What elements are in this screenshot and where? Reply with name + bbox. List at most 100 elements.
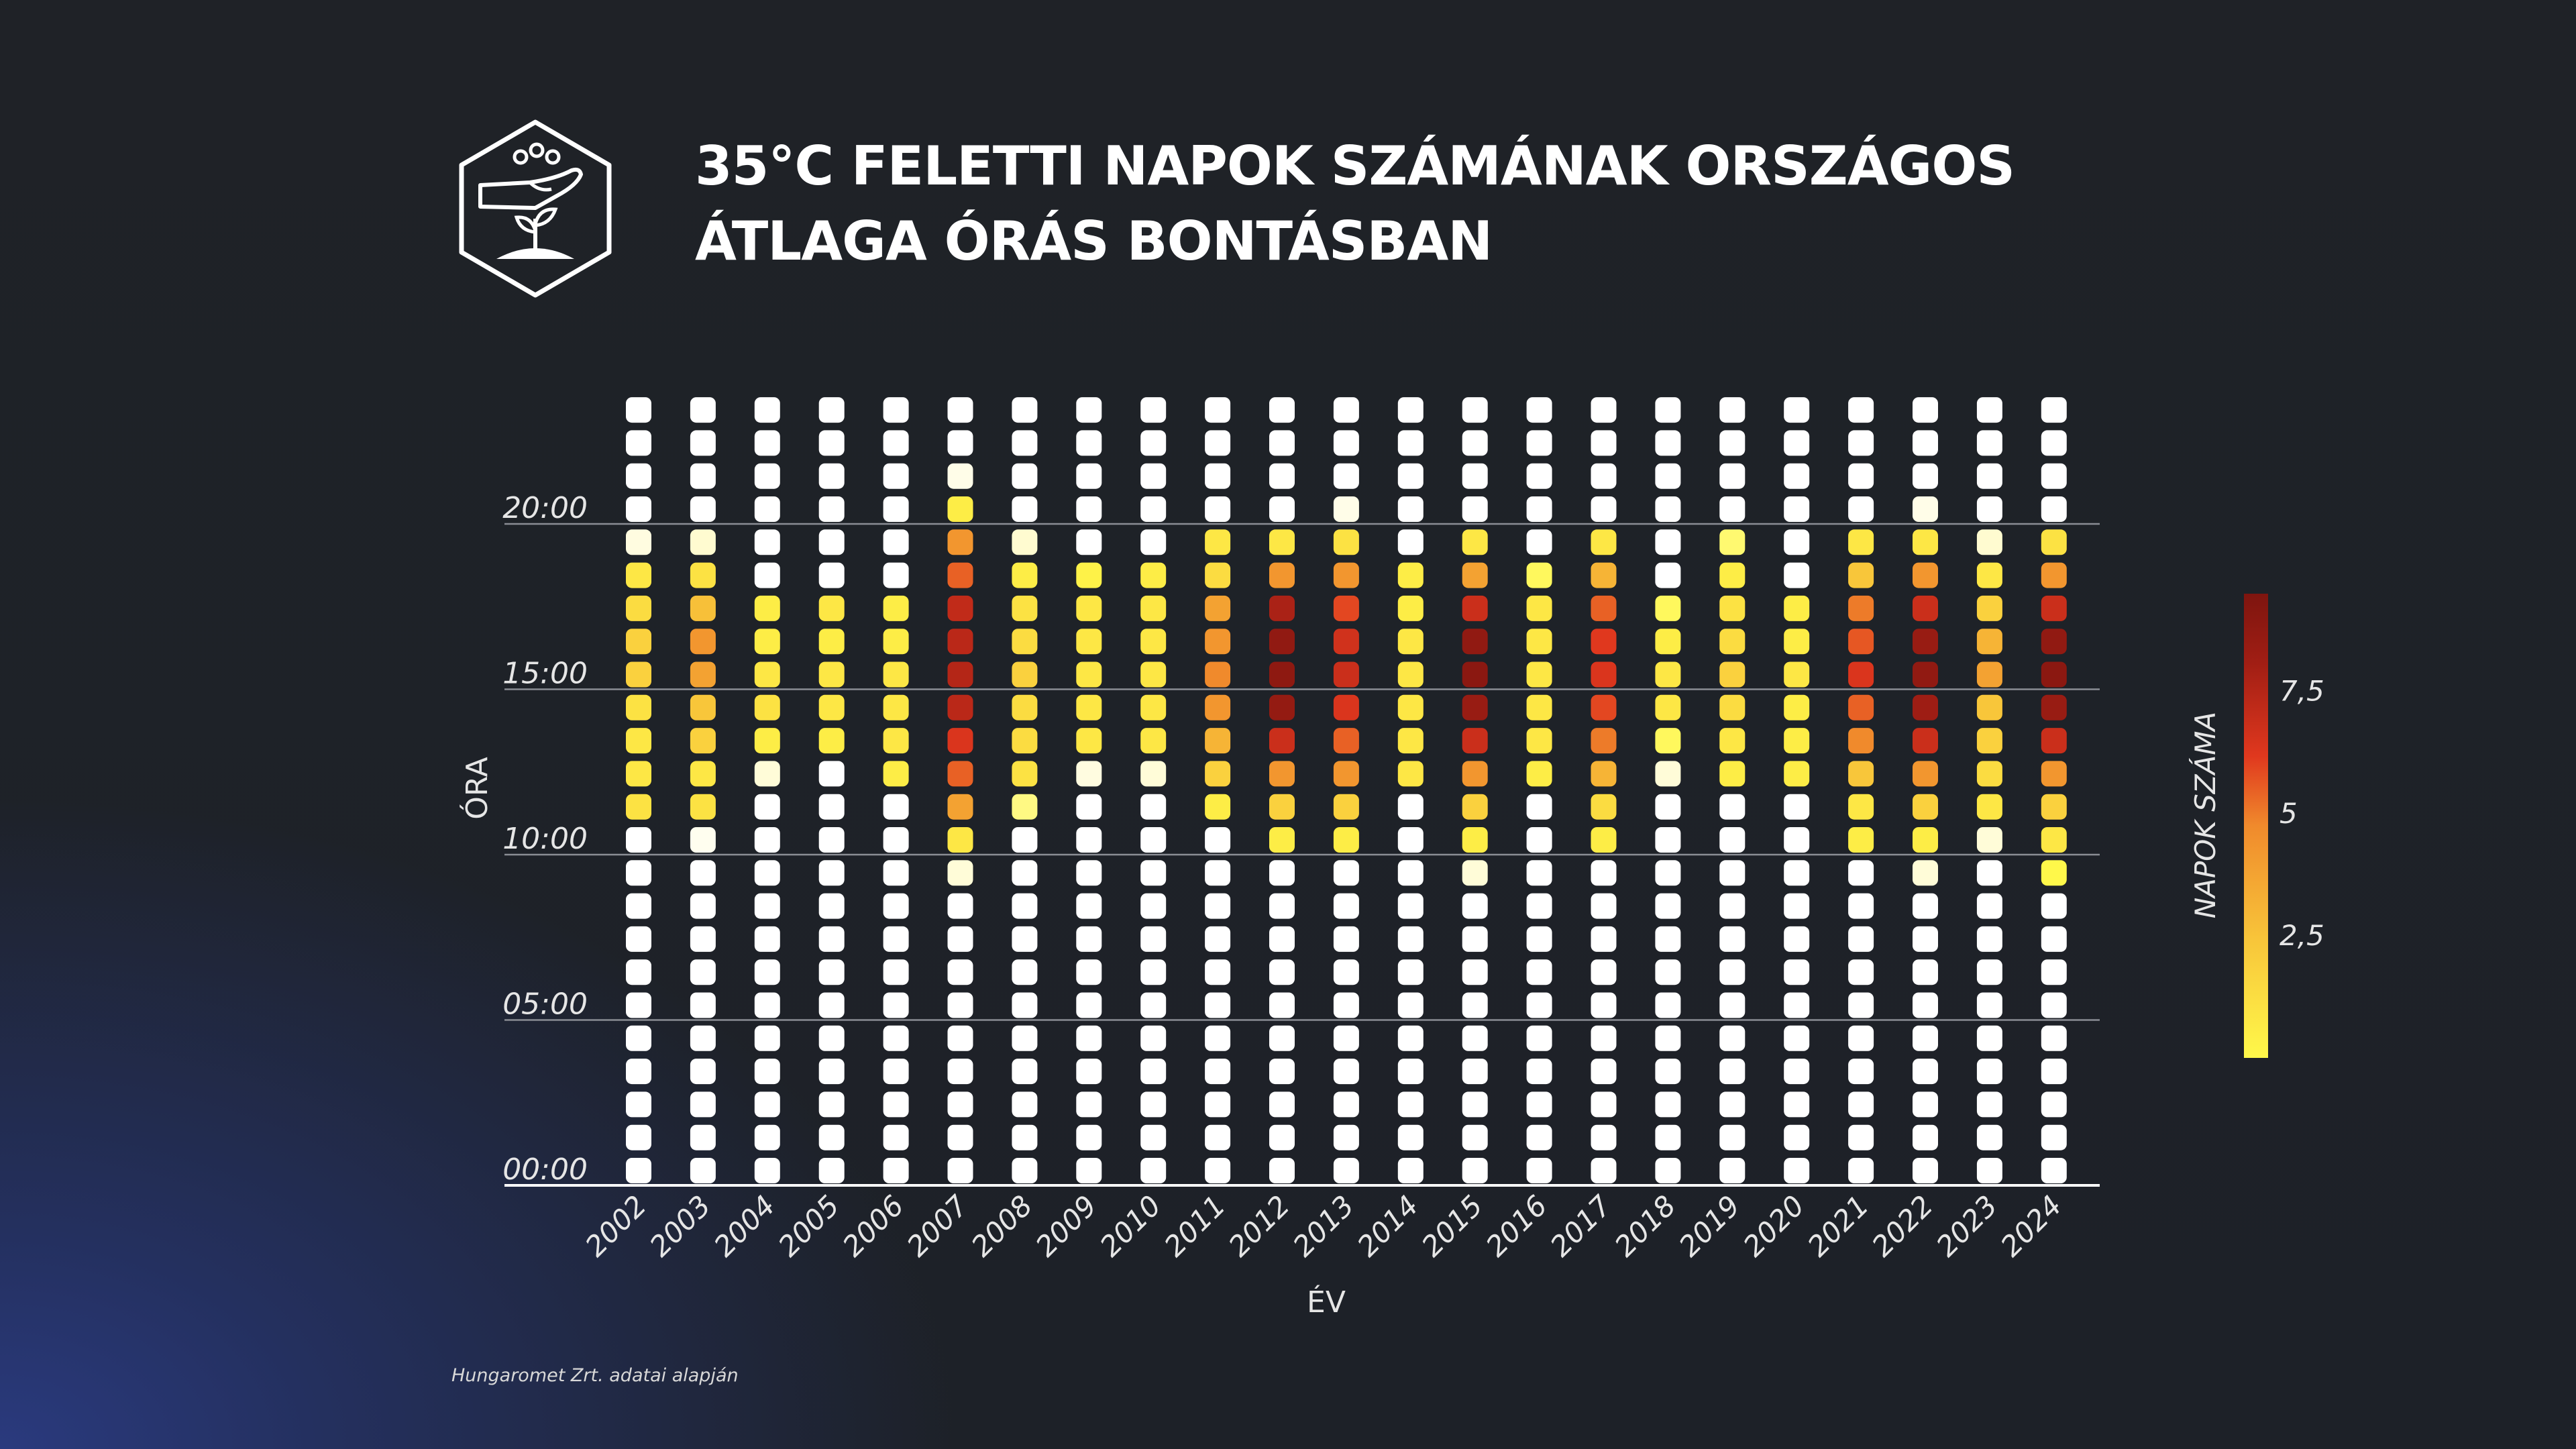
cell-2023-h23 (1976, 397, 2002, 423)
cell-2011-h10 (1205, 827, 1231, 853)
cell-2008-h22 (1012, 430, 1038, 456)
cell-2022-h13 (1913, 728, 1938, 754)
cell-2018-h9 (1655, 860, 1681, 886)
cell-2017-h5 (1591, 992, 1617, 1018)
cell-2018-h2 (1655, 1091, 1681, 1118)
cell-2023-h2 (1976, 1091, 2002, 1118)
cell-2021-h0 (1848, 1158, 1874, 1183)
cell-2018-h16 (1655, 629, 1681, 655)
cell-2002-h18 (626, 562, 651, 588)
cell-2003-h12 (690, 761, 716, 787)
cell-2012-h17 (1269, 595, 1295, 621)
cell-2014-h23 (1397, 397, 1424, 423)
cell-2009-h6 (1076, 959, 1102, 985)
cell-2013-h13 (1333, 728, 1359, 754)
cell-2016-h3 (1526, 1059, 1552, 1085)
cell-2021-h18 (1848, 562, 1874, 588)
cell-2023-h12 (1976, 761, 2002, 787)
cell-2003-h15 (690, 661, 716, 688)
cell-2008-h23 (1012, 397, 1038, 423)
cell-2022-h8 (1913, 893, 1938, 919)
cell-2021-h12 (1848, 761, 1874, 787)
cell-2022-h4 (1913, 1025, 1938, 1051)
cell-2024-h4 (2041, 1025, 2067, 1051)
cell-2024-h6 (2041, 959, 2067, 985)
cell-2014-h9 (1397, 860, 1424, 886)
cell-2012-h22 (1269, 430, 1295, 456)
cell-2014-h6 (1397, 959, 1424, 985)
cell-2017-h0 (1591, 1158, 1617, 1183)
cell-2002-h13 (626, 728, 651, 754)
cell-2017-h19 (1591, 529, 1617, 555)
cell-2011-h6 (1205, 959, 1231, 985)
cell-2020-h3 (1784, 1059, 1810, 1085)
cell-2015-h11 (1462, 794, 1488, 820)
cell-2015-h7 (1462, 926, 1488, 952)
cell-2024-h19 (2041, 529, 2067, 555)
cell-2016-h6 (1526, 959, 1552, 985)
cell-2021-h3 (1848, 1059, 1874, 1085)
cell-2018-h18 (1655, 562, 1681, 588)
cell-2008-h18 (1012, 562, 1038, 588)
cell-2013-h0 (1333, 1158, 1359, 1183)
cell-2024-h7 (2041, 926, 2067, 952)
x-tick-label-2002: 2002 (579, 1189, 653, 1263)
cell-2008-h12 (1012, 761, 1038, 787)
cell-2009-h21 (1076, 463, 1102, 489)
cell-2007-h11 (947, 794, 973, 820)
cell-2004-h12 (754, 761, 780, 787)
cell-2003-h7 (690, 926, 716, 952)
cell-2023-h16 (1976, 629, 2002, 655)
cell-2019-h20 (1719, 496, 1746, 522)
cell-2014-h13 (1397, 728, 1424, 754)
x-tick-label-2009: 2009 (1029, 1189, 1103, 1263)
cell-2018-h7 (1655, 926, 1681, 952)
cell-2009-h5 (1076, 992, 1102, 1018)
cell-2016-h20 (1526, 496, 1552, 522)
cell-2011-h9 (1205, 860, 1231, 886)
data-source-note: Hungaromet Zrt. adatai alapján (451, 1365, 739, 1386)
cell-2016-h1 (1526, 1124, 1552, 1150)
x-tick-label-2017: 2017 (1544, 1189, 1617, 1263)
cell-2004-h6 (754, 959, 780, 985)
cell-2014-h3 (1397, 1059, 1424, 1085)
x-tick-label-2004: 2004 (708, 1189, 782, 1263)
cell-2024-h5 (2041, 992, 2067, 1018)
y-tick-label: 15:00 (502, 657, 588, 691)
cell-2004-h9 (754, 860, 780, 886)
cell-2017-h8 (1591, 893, 1617, 919)
cell-2022-h6 (1913, 959, 1938, 985)
cell-2003-h9 (690, 860, 716, 886)
cell-2003-h0 (690, 1158, 716, 1183)
cell-2022-h1 (1913, 1124, 1938, 1150)
cell-2011-h0 (1205, 1158, 1231, 1183)
cell-2007-h20 (947, 496, 973, 522)
cell-2002-h15 (626, 661, 651, 688)
cell-2009-h16 (1076, 629, 1102, 655)
cell-2012-h6 (1269, 959, 1295, 985)
cell-2014-h4 (1397, 1025, 1424, 1051)
cell-2024-h16 (2041, 629, 2067, 655)
cell-2007-h23 (947, 397, 973, 423)
cell-2002-h2 (626, 1091, 651, 1118)
x-tick-label-2024: 2024 (1994, 1189, 2068, 1263)
cell-2024-h0 (2041, 1158, 2067, 1183)
cell-2020-h7 (1784, 926, 1810, 952)
cell-2004-h13 (754, 728, 780, 754)
cell-2008-h21 (1012, 463, 1038, 489)
cell-2006-h17 (883, 595, 909, 621)
cell-2006-h13 (883, 728, 909, 754)
cell-2014-h22 (1397, 430, 1424, 456)
cell-2005-h12 (818, 761, 845, 787)
cell-2017-h15 (1591, 661, 1617, 688)
cell-2014-h1 (1397, 1124, 1424, 1150)
cell-2007-h1 (947, 1124, 973, 1150)
cell-2008-h10 (1012, 827, 1038, 853)
cell-2021-h19 (1848, 529, 1874, 555)
cell-2019-h8 (1719, 893, 1746, 919)
cell-2012-h18 (1269, 562, 1295, 588)
cell-2017-h10 (1591, 827, 1617, 853)
cell-2004-h16 (754, 629, 780, 655)
cell-2007-h3 (947, 1059, 973, 1085)
cell-2014-h0 (1397, 1158, 1424, 1183)
